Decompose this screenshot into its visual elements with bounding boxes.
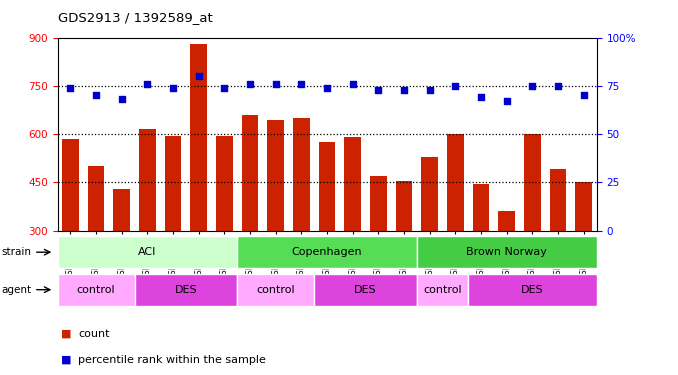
Text: strain: strain <box>1 247 31 257</box>
Point <box>219 85 230 91</box>
Point <box>296 81 307 87</box>
Bar <box>344 137 361 231</box>
Bar <box>58 274 135 306</box>
Bar <box>237 236 417 268</box>
Text: control: control <box>256 285 295 295</box>
Point <box>91 93 102 99</box>
Point <box>117 96 127 102</box>
Bar <box>315 274 417 306</box>
Point <box>373 87 384 93</box>
Point <box>578 93 589 99</box>
Bar <box>417 236 597 268</box>
Bar <box>165 136 182 231</box>
Text: Brown Norway: Brown Norway <box>466 247 547 257</box>
Point <box>399 87 410 93</box>
Bar <box>422 157 438 231</box>
Point <box>553 83 563 89</box>
Text: ■: ■ <box>61 329 71 339</box>
Bar <box>135 274 237 306</box>
Text: ■: ■ <box>61 355 71 365</box>
Point <box>450 83 461 89</box>
Point <box>167 85 178 91</box>
Bar <box>139 129 156 231</box>
Point <box>501 98 512 104</box>
Text: DES: DES <box>175 285 197 295</box>
Text: GDS2913 / 1392589_at: GDS2913 / 1392589_at <box>58 11 212 24</box>
Bar <box>396 181 412 231</box>
Bar <box>113 189 130 231</box>
Point <box>193 73 204 79</box>
Bar <box>267 120 284 231</box>
Bar <box>524 134 541 231</box>
Bar <box>550 170 567 231</box>
Bar <box>293 118 310 231</box>
Bar <box>87 166 104 231</box>
Text: percentile rank within the sample: percentile rank within the sample <box>78 355 266 365</box>
Point <box>476 94 487 100</box>
Point <box>424 87 435 93</box>
Point <box>347 81 358 87</box>
Text: ACI: ACI <box>138 247 157 257</box>
Text: DES: DES <box>521 285 544 295</box>
Bar <box>370 176 387 231</box>
Bar <box>447 134 464 231</box>
Point <box>65 85 76 91</box>
Point <box>271 81 281 87</box>
Bar <box>58 236 237 268</box>
Text: agent: agent <box>1 285 31 295</box>
Bar <box>191 44 207 231</box>
Bar <box>237 274 315 306</box>
Text: DES: DES <box>355 285 377 295</box>
Bar <box>242 115 258 231</box>
Point <box>142 81 153 87</box>
Point <box>321 85 332 91</box>
Bar <box>473 184 490 231</box>
Bar <box>319 142 336 231</box>
Bar <box>498 211 515 231</box>
Bar <box>216 136 233 231</box>
Text: control: control <box>423 285 462 295</box>
Text: count: count <box>78 329 109 339</box>
Bar <box>468 274 597 306</box>
Text: Copenhagen: Copenhagen <box>292 247 363 257</box>
Bar <box>62 139 79 231</box>
Text: control: control <box>77 285 115 295</box>
Bar <box>576 182 592 231</box>
Point <box>245 81 256 87</box>
Point <box>527 83 538 89</box>
Bar <box>417 274 468 306</box>
